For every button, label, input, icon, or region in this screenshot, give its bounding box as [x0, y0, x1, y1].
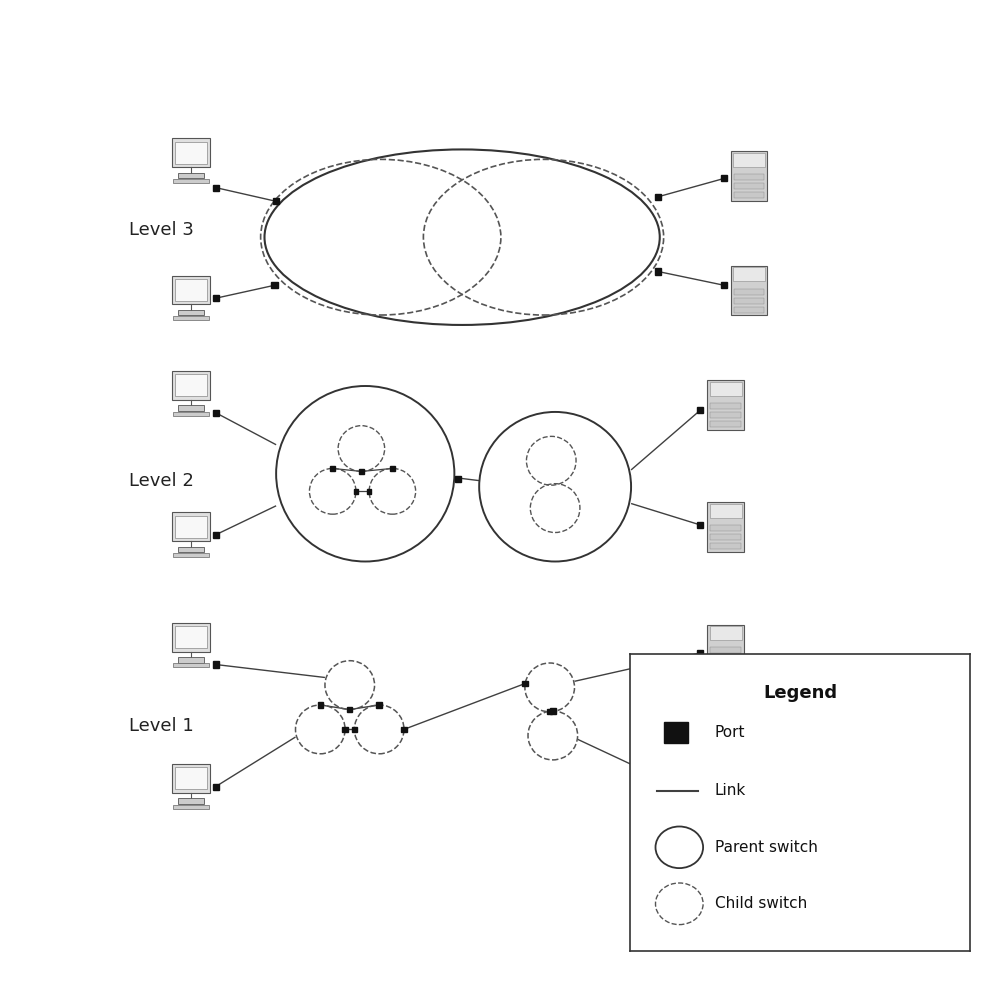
Bar: [175, 626, 207, 648]
Bar: [710, 403, 741, 409]
Bar: [172, 623, 210, 652]
Bar: [178, 310, 204, 315]
Text: Child switch: Child switch: [715, 896, 807, 912]
Bar: [172, 275, 210, 304]
Bar: [273, 198, 279, 204]
Bar: [697, 407, 703, 413]
Text: Port: Port: [715, 725, 746, 740]
Bar: [710, 543, 741, 549]
Bar: [697, 794, 703, 800]
Bar: [352, 726, 357, 732]
Text: Level 3: Level 3: [129, 221, 194, 239]
Bar: [455, 476, 461, 483]
Bar: [710, 382, 742, 395]
Bar: [734, 174, 764, 180]
Bar: [347, 707, 352, 713]
Bar: [710, 775, 742, 789]
Bar: [707, 502, 744, 552]
Bar: [731, 266, 767, 315]
Bar: [731, 152, 767, 201]
Bar: [710, 626, 742, 640]
Bar: [547, 710, 552, 715]
Bar: [367, 489, 371, 494]
Bar: [710, 665, 741, 671]
Bar: [175, 279, 207, 301]
Text: Legend: Legend: [763, 684, 837, 702]
Bar: [390, 466, 395, 471]
Bar: [213, 295, 219, 301]
Bar: [707, 381, 744, 430]
Bar: [522, 681, 528, 686]
Bar: [172, 764, 210, 793]
Bar: [733, 268, 765, 281]
Bar: [710, 806, 741, 811]
Bar: [721, 282, 727, 288]
Bar: [172, 139, 210, 167]
Bar: [271, 282, 278, 288]
Bar: [178, 657, 204, 663]
Text: Link: Link: [715, 783, 746, 799]
Bar: [178, 799, 204, 804]
Bar: [354, 489, 358, 494]
Bar: [733, 153, 765, 166]
Bar: [734, 288, 764, 294]
Bar: [550, 709, 556, 714]
Bar: [213, 661, 219, 668]
Bar: [710, 525, 741, 531]
Bar: [175, 767, 207, 790]
Bar: [173, 411, 209, 415]
Text: Level 2: Level 2: [129, 473, 194, 491]
Bar: [178, 405, 204, 411]
Bar: [655, 193, 661, 200]
Bar: [175, 375, 207, 396]
Bar: [710, 797, 741, 803]
Bar: [173, 553, 209, 557]
Bar: [376, 703, 382, 708]
Bar: [734, 297, 764, 303]
Bar: [175, 515, 207, 537]
Text: Parent switch: Parent switch: [715, 839, 818, 855]
Bar: [342, 726, 348, 732]
Bar: [655, 269, 661, 275]
Bar: [359, 469, 364, 474]
Bar: [710, 647, 741, 653]
Text: Level 1: Level 1: [129, 716, 194, 734]
Bar: [697, 522, 703, 528]
Bar: [707, 773, 744, 823]
Bar: [710, 412, 741, 418]
Bar: [213, 184, 219, 190]
Bar: [172, 371, 210, 400]
Bar: [734, 306, 764, 312]
Bar: [178, 547, 204, 552]
Bar: [710, 421, 741, 427]
Bar: [213, 532, 219, 538]
Bar: [664, 722, 688, 743]
Bar: [401, 726, 407, 732]
Bar: [710, 814, 741, 820]
Bar: [318, 703, 323, 708]
Bar: [173, 316, 209, 320]
Bar: [734, 192, 764, 198]
Bar: [213, 409, 219, 416]
Bar: [178, 172, 204, 178]
Bar: [734, 183, 764, 189]
Bar: [173, 805, 209, 809]
Bar: [707, 624, 744, 674]
Bar: [721, 175, 727, 181]
Bar: [213, 784, 219, 790]
Bar: [697, 650, 703, 656]
Bar: [710, 503, 742, 517]
Bar: [173, 178, 209, 183]
Bar: [175, 142, 207, 164]
Bar: [710, 534, 741, 540]
Bar: [330, 466, 335, 471]
Bar: [710, 656, 741, 662]
Bar: [172, 512, 210, 541]
Bar: [173, 663, 209, 668]
